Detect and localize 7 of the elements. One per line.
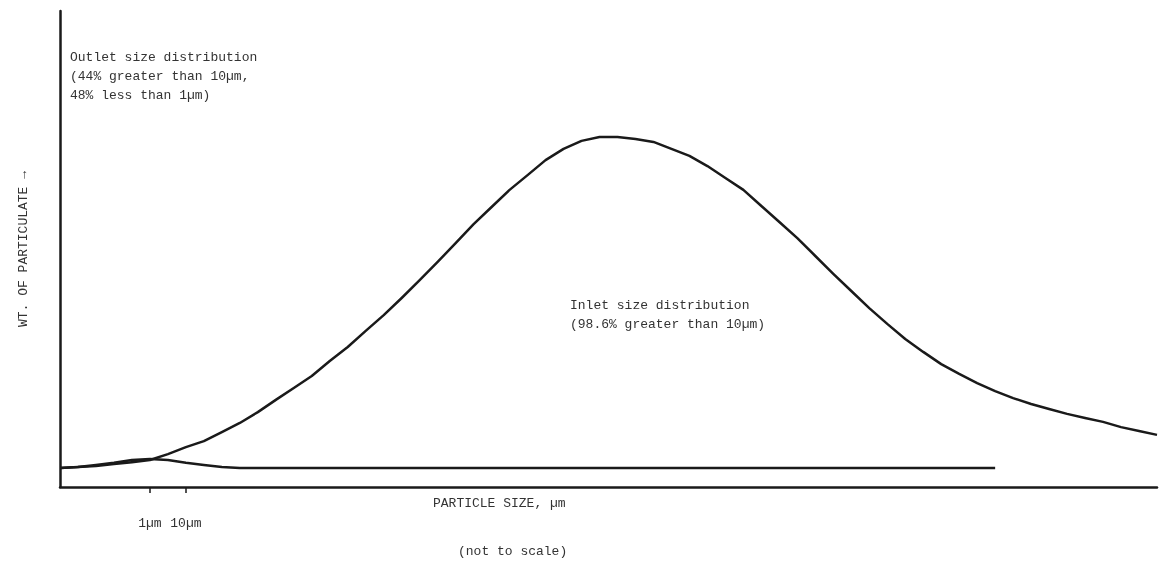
text: (not to scale) — [458, 544, 568, 559]
x-axis-title: PARTICLE SIZE, µm — [433, 496, 566, 511]
text: Outlet size distribution (44% greater than 10µm, 48% less than 1µm) — [70, 50, 258, 103]
x-tick-label: 1µm — [138, 516, 162, 531]
x-tick-label: 10µm — [170, 516, 202, 531]
y-axis-title: WT. OF PARTICULATE → — [16, 170, 31, 328]
annotation: Inlet size distribution (98.6% greater than 10µm) — [570, 298, 766, 332]
